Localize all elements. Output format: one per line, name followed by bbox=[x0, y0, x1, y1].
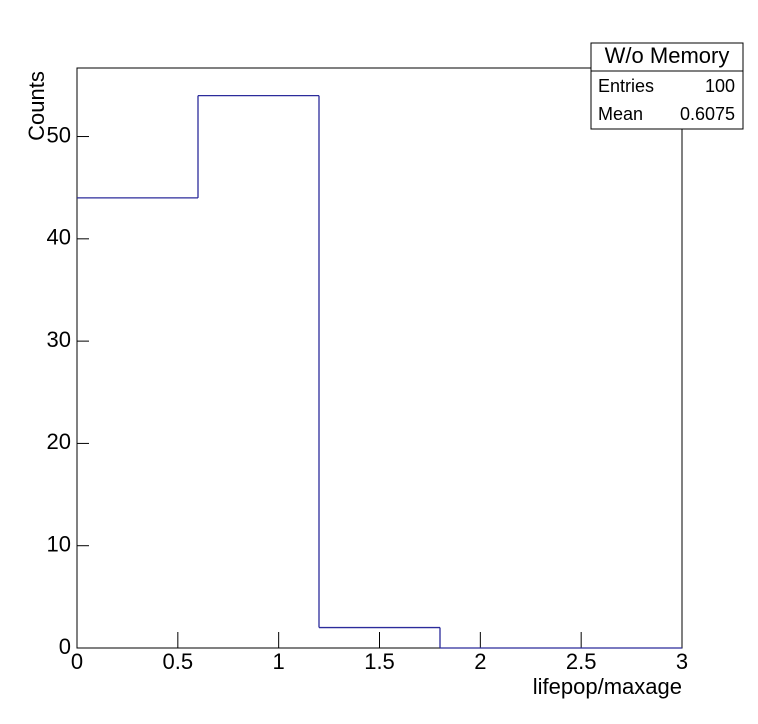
y-tick-label: 50 bbox=[47, 122, 71, 147]
y-tick-label: 0 bbox=[59, 634, 71, 659]
x-axis-label: lifepop/maxage bbox=[533, 674, 682, 699]
x-tick-label: 3 bbox=[676, 649, 688, 674]
y-tick-label: 30 bbox=[47, 327, 71, 352]
x-tick-label: 0.5 bbox=[163, 649, 194, 674]
x-tick-label: 2.5 bbox=[566, 649, 597, 674]
stats-value: 100 bbox=[705, 76, 735, 96]
stats-label: Entries bbox=[598, 76, 654, 96]
stats-box: W/o Memory Entries 100 Mean 0.6075 bbox=[590, 42, 744, 130]
stats-value: 0.6075 bbox=[680, 104, 735, 124]
stats-label: Mean bbox=[598, 104, 643, 124]
stats-frame bbox=[590, 42, 744, 130]
y-tick-label: 20 bbox=[47, 429, 71, 454]
x-tick-label: 1.5 bbox=[364, 649, 395, 674]
x-tick-label: 1 bbox=[273, 649, 285, 674]
y-tick-label: 40 bbox=[47, 225, 71, 250]
x-tick-label: 2 bbox=[474, 649, 486, 674]
plot-frame bbox=[76, 67, 683, 649]
y-tick-label: 10 bbox=[47, 532, 71, 557]
y-axis-label: Counts bbox=[24, 71, 49, 141]
x-tick-label: 0 bbox=[71, 649, 83, 674]
stats-title: W/o Memory bbox=[605, 43, 730, 68]
